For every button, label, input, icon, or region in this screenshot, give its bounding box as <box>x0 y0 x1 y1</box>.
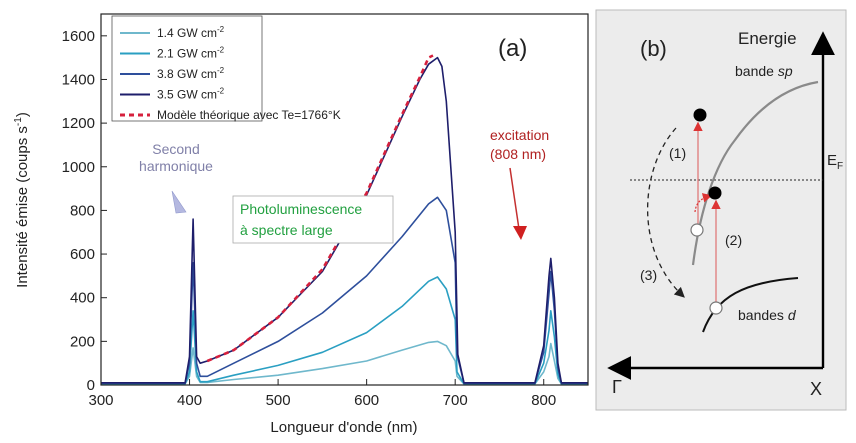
x-tick-label: 500 <box>266 392 291 409</box>
panel-label-a: (a) <box>498 35 527 62</box>
x-axis: 300 400 500 600 700 800 <box>88 379 556 409</box>
x-tick-label: 800 <box>531 392 556 409</box>
sp-band-curve <box>691 80 819 266</box>
shg-label-line1: Second <box>152 141 199 157</box>
photolum-box <box>232 195 394 244</box>
x-tick-label: 400 <box>177 392 202 409</box>
fermi-label: EF <box>827 152 843 172</box>
y-tick-label: 600 <box>70 246 95 263</box>
chart-a: 300 400 500 600 700 800 0 200 400 600 800 1000 1200… <box>13 13 589 436</box>
x-tick-label: 700 <box>443 392 468 409</box>
electron-excited <box>693 108 707 122</box>
y-axis-label: Intensité émise (coups s-1) <box>13 112 31 288</box>
d-band-curve <box>702 277 799 333</box>
series-line-5 <box>206 54 434 363</box>
excitation-arrow <box>509 167 521 237</box>
y-tick-label: 1200 <box>62 115 95 132</box>
y-tick-label: 0 <box>87 377 95 394</box>
shg-arrow <box>171 190 187 214</box>
legend-label: Modèle théorique avec Te=1766°K <box>157 108 341 122</box>
sp-band-label: bande sp <box>735 63 793 79</box>
shg-label-line2: harmonique <box>139 158 213 174</box>
series-group <box>101 54 588 385</box>
excitation-arrow-head <box>513 226 527 240</box>
y-tick-label: 1000 <box>62 159 95 176</box>
x-tick-label: 600 <box>354 392 379 409</box>
y-tick-label: 800 <box>70 202 95 219</box>
hole-sp <box>690 223 704 237</box>
photolum-label-line2: à spectre large <box>240 222 333 238</box>
panel-b-background <box>595 9 847 411</box>
panel-label-b: (b) <box>640 36 667 61</box>
electron-fermi <box>708 186 722 200</box>
y-tick-label: 1400 <box>62 71 95 88</box>
excitation-label-line1: excitation <box>490 127 549 143</box>
x-tick-label: 300 <box>88 392 113 409</box>
legend-label: 3.8 GW cm-2 <box>157 66 225 81</box>
legend-label: 1.4 GW cm-2 <box>157 25 225 40</box>
x-point-label: X <box>810 379 822 399</box>
d-band-label: bandes d <box>738 307 797 323</box>
excitation-label-line2: (808 nm) <box>490 146 546 162</box>
series-line-4 <box>101 56 588 384</box>
series-line-3 <box>101 196 588 385</box>
relaxation-arrow <box>647 127 685 298</box>
plot-frame <box>100 13 589 386</box>
x-axis-label: Longueur d'onde (nm) <box>270 419 417 436</box>
y-axis: 0 200 400 600 800 1000 1200 1400 1600 <box>62 28 107 394</box>
step-3-label: (3) <box>640 267 657 283</box>
y-tick-label: 1600 <box>62 28 95 45</box>
step-1-label: (1) <box>669 145 686 161</box>
y-tick-label: 400 <box>70 290 95 307</box>
hole-transfer-arrow <box>694 193 713 213</box>
y-tick-label: 200 <box>70 333 95 350</box>
photolum-label-line1: Photoluminescence <box>240 201 362 217</box>
legend: 1.4 GW cm-2 2.1 GW cm-2 3.8 GW cm-2 3.5 GW … <box>111 15 341 122</box>
gamma-label: Γ <box>612 377 622 397</box>
step-2-label: (2) <box>725 232 742 248</box>
legend-label: 3.5 GW cm-2 <box>157 87 225 102</box>
energy-label: Energie <box>738 29 797 48</box>
diagram-b: (b) Energie Γ X EF bande sp bandes d (1)… <box>595 9 847 411</box>
series-line-1 <box>101 340 588 385</box>
hole-d <box>709 301 723 315</box>
series-line-2 <box>101 276 588 385</box>
legend-items: 1.4 GW cm-2 2.1 GW cm-2 3.8 GW cm-2 3.5 GW … <box>120 25 341 122</box>
legend-label: 2.1 GW cm-2 <box>157 46 225 61</box>
